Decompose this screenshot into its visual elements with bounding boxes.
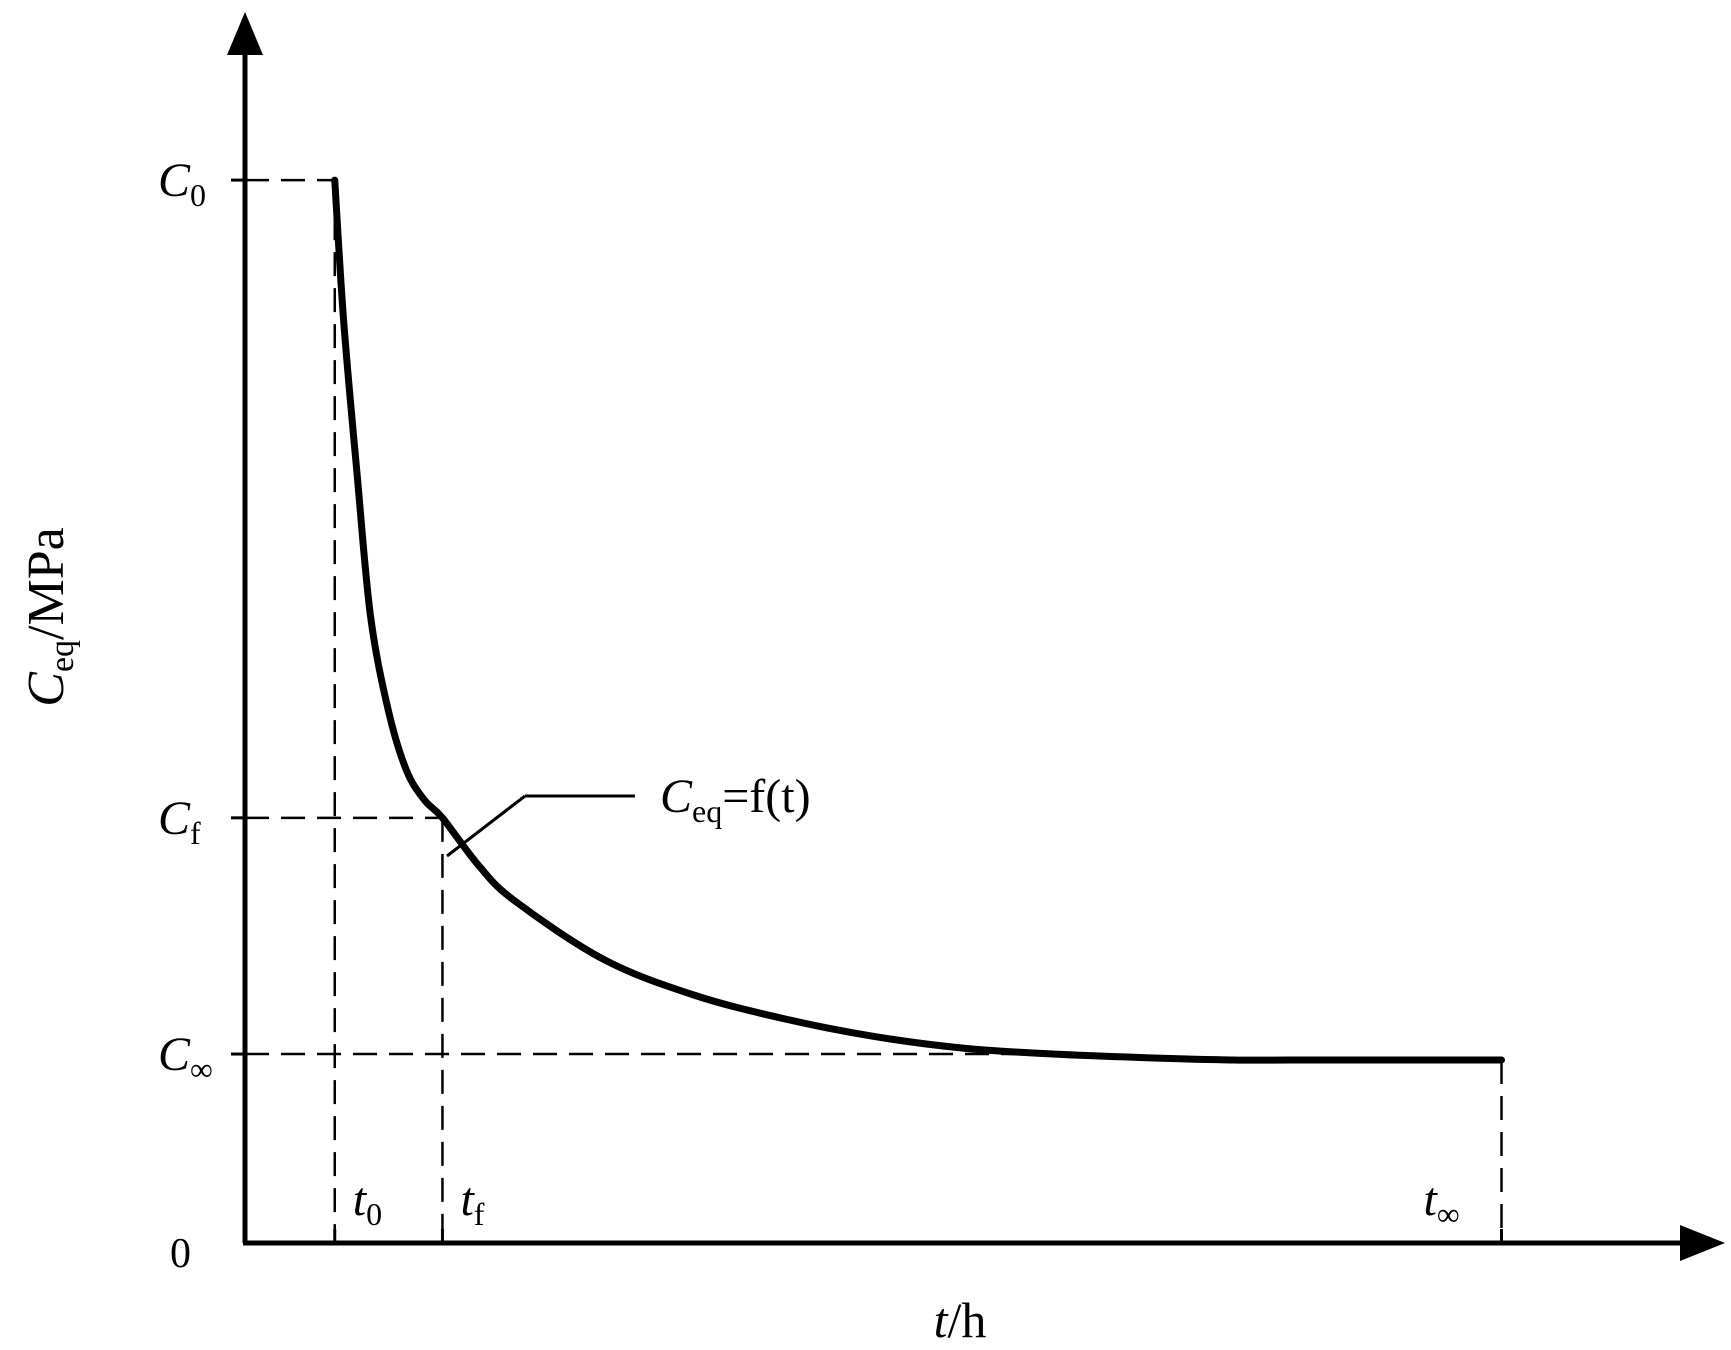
x-axis-unit: /h: [948, 1292, 987, 1348]
xtick-label-tf: tf: [460, 1173, 484, 1232]
ytick-label-var: C: [158, 1028, 191, 1081]
xtick-label-sub: 0: [366, 1196, 382, 1232]
curve-label-rhs: =f(t): [722, 770, 810, 823]
curve-label-sub: eq: [692, 793, 722, 829]
ytick-label-sub: 0: [190, 177, 206, 213]
curve-annotation: Ceq=f(t): [660, 770, 811, 829]
y-axis-var: C: [18, 671, 75, 707]
ytick-label-C0: C0: [158, 154, 206, 213]
ytick-label-sub: f: [190, 815, 201, 851]
annotation-leader-diag: [446, 794, 526, 858]
x-axis-var: t: [934, 1292, 949, 1348]
xtick-label-var: t: [353, 1173, 368, 1226]
x-tick-labels: t0 tf t∞: [353, 1173, 1460, 1232]
xtick-label-sub: f: [474, 1196, 485, 1232]
x-axis-arrowhead: [1680, 1225, 1725, 1261]
axes: [227, 12, 1725, 1261]
tick-marks: [231, 178, 1503, 1243]
ytick-label-Cf: Cf: [158, 792, 201, 851]
xtick-label-sub: ∞: [1437, 1196, 1460, 1232]
y-axis-sub: eq: [44, 640, 81, 672]
origin-label: 0: [170, 1231, 191, 1277]
y-axis-unit: /MPa: [18, 527, 75, 640]
decay-curve: [331, 176, 1505, 1064]
ytick-label-sub: ∞: [190, 1051, 213, 1087]
xtick-label-t0: t0: [353, 1173, 382, 1232]
xtick-label-var: t: [460, 1173, 475, 1226]
ytick-label-Cinf: C∞: [158, 1028, 213, 1087]
xtick-label-tinf: t∞: [1424, 1173, 1460, 1232]
y-axis-title: Ceq/MPa: [18, 527, 81, 706]
ytick-label-var: C: [158, 792, 191, 845]
x-axis-title: t/h: [934, 1292, 987, 1348]
y-axis-arrowhead: [227, 12, 263, 55]
dashed-guides: [245, 178, 1503, 1243]
ytick-label-var: C: [158, 154, 191, 207]
curve-label-var: C: [660, 770, 693, 823]
xtick-label-var: t: [1424, 1173, 1439, 1226]
curve-layer: [331, 176, 1505, 1064]
